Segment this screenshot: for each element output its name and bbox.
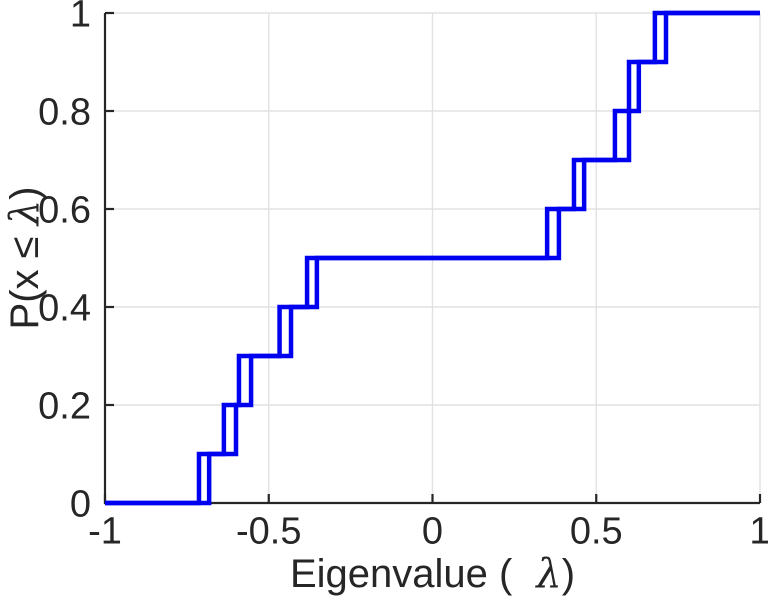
x-tick-label: -0.5 (236, 510, 301, 552)
x-axis-label-text: Eigenvalue ( (289, 552, 513, 596)
y-tick-label: 0.2 (38, 386, 91, 428)
x-tick-label: 0.5 (570, 510, 623, 552)
x-tick-label: 1 (749, 510, 768, 552)
y-tick-label: 0.6 (38, 190, 91, 232)
tick-labels: -1 -0.5 0 0.5 1 0 0.2 0.4 0.6 0.8 1 (38, 0, 768, 552)
x-axis-label: Eigenvalue ( λ) (105, 552, 760, 596)
y-tick-label: 1 (70, 0, 91, 36)
y-tick-label: 0.4 (38, 288, 91, 330)
y-axis-label: P(x ≤ λ) (2, 186, 48, 330)
y-axis-label-close: ) (3, 186, 47, 200)
x-axis-label-close: ) (561, 552, 576, 596)
ecdf-step-line-2 (105, 10, 760, 506)
lambda-symbol: λ (536, 551, 562, 597)
y-axis-label-text: P(x ≤ (3, 225, 47, 330)
y-tick-label: 0.8 (38, 92, 91, 134)
x-tick-label: -1 (88, 510, 122, 552)
lambda-symbol: λ (2, 199, 48, 226)
x-tick-label: 0 (422, 510, 443, 552)
grid (105, 12, 761, 503)
y-tick-label: 0 (70, 484, 91, 526)
